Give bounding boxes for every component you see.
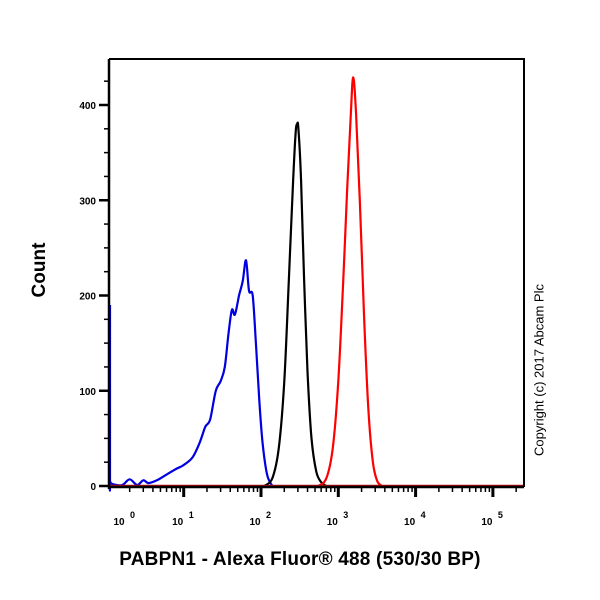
svg-text:3: 3 bbox=[343, 510, 348, 520]
x-tick-label: 10 4 bbox=[404, 510, 426, 528]
svg-text:1: 1 bbox=[189, 510, 194, 520]
x-axis: 10 0 10 1 10 2 10 3 10 4 10 5 bbox=[113, 487, 517, 528]
y-tick-label: 300 bbox=[79, 196, 96, 207]
histogram-series-2 bbox=[317, 76, 383, 487]
svg-text:5: 5 bbox=[498, 510, 503, 520]
x-tick-label: 10 3 bbox=[327, 510, 349, 528]
histogram-curves bbox=[108, 76, 524, 492]
plot-frame bbox=[107, 58, 525, 489]
svg-text:10: 10 bbox=[404, 517, 416, 528]
histogram-series-0 bbox=[108, 259, 274, 492]
svg-text:10: 10 bbox=[172, 517, 184, 528]
x-tick-label: 10 2 bbox=[249, 510, 271, 528]
svg-text:10: 10 bbox=[113, 517, 125, 528]
copyright-notice: Copyright (c) 2017 Abcam Plc bbox=[531, 284, 547, 456]
frame-border bbox=[109, 58, 525, 487]
svg-text:0: 0 bbox=[130, 510, 135, 520]
x-tick-label: 10 5 bbox=[481, 510, 503, 528]
svg-text:4: 4 bbox=[421, 510, 426, 520]
x-tick-label: 10 0 bbox=[113, 510, 135, 528]
svg-text:10: 10 bbox=[327, 517, 339, 528]
svg-text:10: 10 bbox=[249, 517, 261, 528]
y-tick-label: 400 bbox=[79, 101, 96, 112]
y-tick-label: 200 bbox=[79, 292, 96, 303]
x-axis-label: PABPN1 - Alexa Fluor® 488 (530/30 BP) bbox=[119, 549, 481, 570]
y-tick-label: 0 bbox=[90, 482, 96, 493]
histogram-series-1 bbox=[263, 121, 327, 487]
svg-text:2: 2 bbox=[266, 510, 271, 520]
svg-text:10: 10 bbox=[481, 517, 493, 528]
y-tick-label: 100 bbox=[79, 387, 96, 398]
x-tick-label: 10 1 bbox=[172, 510, 194, 528]
y-axis-label: Count bbox=[29, 242, 50, 298]
y-axis: 0 100 200 300 400 bbox=[79, 80, 109, 493]
